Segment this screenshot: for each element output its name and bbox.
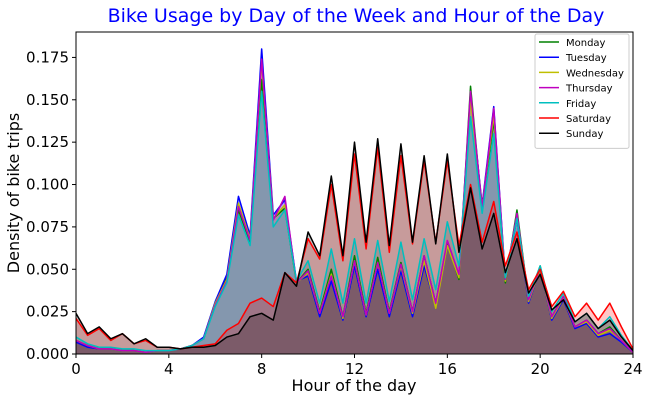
- x-tick-label: 20: [531, 360, 550, 378]
- line-sunday: [75, 138, 634, 352]
- x-tick-label: 16: [438, 360, 457, 378]
- y-tick-label: 0.050: [26, 260, 69, 278]
- legend-label: Tuesday: [565, 53, 607, 64]
- area-thursday: [76, 59, 633, 355]
- y-axis-label: Density of bike trips: [4, 113, 23, 273]
- y-tick-label: 0.000: [26, 345, 69, 363]
- legend-label: Sunday: [566, 129, 603, 140]
- x-tick-label: 4: [164, 360, 174, 378]
- plot-lines: [75, 48, 634, 354]
- legend-label: Friday: [566, 99, 596, 110]
- legend-label: Thursday: [565, 84, 613, 95]
- area-sunday: [76, 138, 633, 354]
- area-monday: [76, 79, 633, 354]
- area-saturday: [76, 147, 633, 354]
- y-tick-label: 0.175: [26, 48, 69, 66]
- area-friday: [76, 91, 633, 354]
- legend-box: [534, 33, 630, 149]
- x-tick-label: 12: [345, 360, 364, 378]
- y-tick-label: 0.025: [26, 303, 69, 321]
- legend-label: Wednesday: [566, 68, 624, 79]
- y-tick-label: 0.075: [26, 218, 69, 236]
- x-tick-label: 24: [623, 360, 642, 378]
- y-axis: 0.000 0.025 0.050 0.075 0.100 0.125 0.150 0.175: [26, 48, 76, 363]
- legend-label: Monday: [566, 38, 606, 49]
- y-tick-label: 0.125: [26, 133, 69, 151]
- legend-label: Saturday: [566, 114, 611, 125]
- x-tick-label: 8: [257, 360, 267, 378]
- legend: Monday Tuesday Wednesday Thursday Friday Satu…: [534, 33, 630, 149]
- chart-title: Bike Usage by Day of the Week and Hour o…: [108, 5, 605, 27]
- x-axis-label: Hour of the day: [292, 376, 417, 395]
- x-axis: 0 4 8 12 16 20 24: [71, 354, 643, 378]
- x-tick-label: 0: [71, 360, 81, 378]
- y-tick-label: 0.150: [26, 91, 69, 109]
- line-friday: [75, 90, 634, 352]
- y-tick-label: 0.100: [26, 176, 69, 194]
